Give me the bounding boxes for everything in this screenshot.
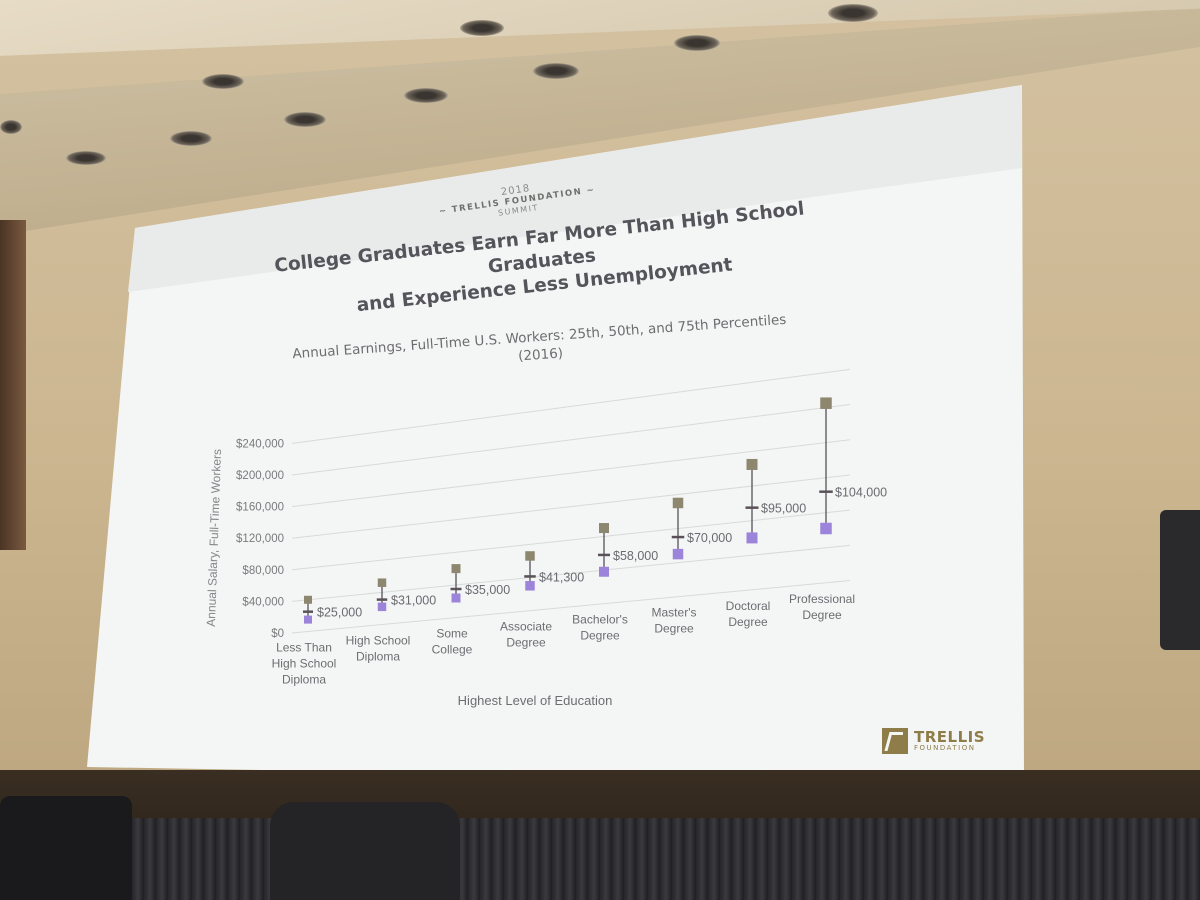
median-label: $25,000 [317, 606, 362, 620]
y-tick-label: $240,000 [236, 438, 284, 450]
ceiling-light [533, 63, 579, 79]
ceiling-light [674, 35, 720, 51]
median-label: $58,000 [613, 549, 658, 563]
ceiling-light [404, 88, 448, 103]
wall-pillar [0, 220, 26, 550]
logo-sub: FOUNDATION [914, 744, 976, 752]
p75-marker [672, 497, 684, 509]
median-label: $70,000 [687, 531, 732, 545]
p75-marker [599, 523, 609, 534]
x-tick-label: Associate [500, 620, 552, 634]
x-tick-label: Degree [580, 629, 620, 643]
ceiling-light [170, 131, 212, 146]
p75-marker [451, 564, 461, 574]
gridline [291, 404, 851, 476]
p75-marker [820, 397, 832, 409]
x-tick-label: Professional [789, 592, 855, 606]
y-axis-title: Annual Salary, Full-Time Workers [204, 449, 224, 627]
p25-marker [672, 548, 684, 560]
p25-marker [451, 593, 461, 603]
x-tick-label: Degree [802, 608, 842, 622]
p25-marker [304, 615, 312, 624]
x-tick-label: High School [272, 656, 337, 670]
p75-marker [525, 551, 535, 561]
x-tick-label: Diploma [356, 650, 400, 664]
ceiling-light [0, 120, 22, 134]
x-axis-title: Highest Level of Education [458, 693, 613, 708]
gridline [291, 580, 851, 634]
chair [270, 802, 460, 900]
x-tick-label: High School [346, 634, 411, 648]
y-tick-label: $120,000 [236, 533, 284, 545]
p75-marker [377, 578, 387, 587]
y-tick-label: $160,000 [236, 502, 284, 514]
median-label: $35,000 [465, 583, 510, 597]
p25-marker [599, 566, 609, 577]
gridline [291, 474, 851, 539]
x-tick-label: Less Than [276, 640, 332, 654]
trellis-logo-icon [882, 728, 908, 754]
gridline [291, 368, 851, 444]
ceiling-light [460, 20, 504, 36]
p25-marker [377, 602, 387, 612]
chair [1160, 510, 1200, 650]
median-label: $104,000 [835, 486, 887, 500]
x-tick-label: Degree [506, 636, 546, 650]
p75-marker [746, 458, 758, 470]
p75-marker [304, 595, 312, 604]
x-tick-label: College [432, 643, 473, 657]
chair [0, 796, 132, 900]
p25-marker [746, 532, 758, 544]
plot-area: $0 $40,000 $80,000 $120,000 $160,000 $200,000… [204, 368, 887, 708]
median-label: $41,300 [539, 570, 584, 584]
x-tick-label: Some [436, 627, 468, 641]
y-tick-label: $0 [271, 628, 284, 640]
logo-word: TRELLIS [914, 728, 986, 746]
x-tick-label: Master's [652, 606, 697, 620]
y-tick-label: $40,000 [242, 596, 284, 608]
gridline [291, 509, 851, 571]
median-label: $31,000 [391, 594, 436, 608]
y-tick-label: $200,000 [236, 470, 284, 482]
ceiling-light [202, 74, 244, 89]
p25-marker [525, 581, 535, 591]
y-tick-label: $80,000 [242, 565, 284, 577]
ceiling-light [828, 4, 878, 22]
median-label: $95,000 [761, 502, 806, 516]
x-tick-label: Doctoral [726, 599, 771, 613]
p25-marker [820, 522, 832, 535]
trellis-logo: TRELLIS FOUNDATION [882, 724, 1002, 758]
x-tick-label: Degree [728, 615, 768, 629]
x-tick-label: Diploma [282, 672, 326, 686]
gridline [291, 439, 851, 508]
x-tick-label: Degree [654, 622, 694, 636]
ceiling-light [66, 151, 106, 165]
gridline [291, 544, 851, 602]
x-tick-label: Bachelor's [572, 613, 628, 627]
ceiling-light [284, 112, 326, 127]
